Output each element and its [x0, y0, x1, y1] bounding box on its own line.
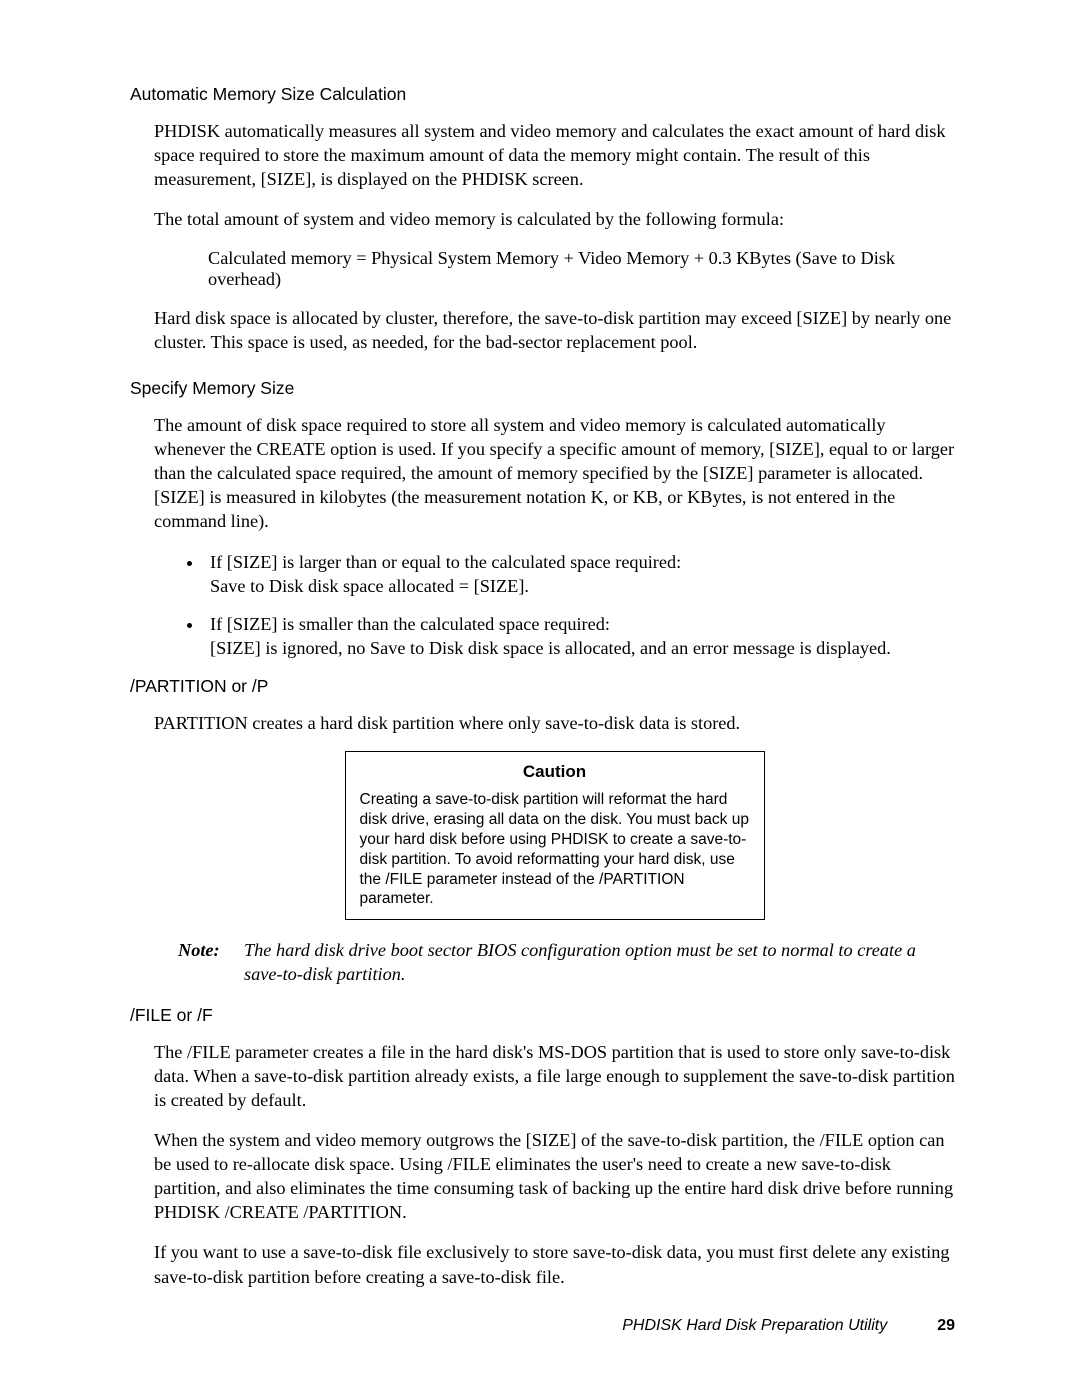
paragraph-text: PARTITION creates a hard disk partition …	[154, 711, 955, 735]
paragraph-text: PHDISK automatically measures all system…	[154, 119, 955, 191]
bullet-list: If [SIZE] is larger than or equal to the…	[154, 550, 955, 661]
note-block: Note: The hard disk drive boot sector BI…	[178, 938, 955, 986]
paragraph-text: When the system and video memory outgrow…	[154, 1128, 955, 1225]
list-item-line: [SIZE] is ignored, no Save to Disk disk …	[210, 638, 891, 658]
footer-title: PHDISK Hard Disk Preparation Utility	[622, 1317, 887, 1335]
section-specify-memory: The amount of disk space required to sto…	[154, 413, 955, 660]
footer-page-number: 29	[937, 1317, 955, 1335]
page-footer: PHDISK Hard Disk Preparation Utility 29	[130, 1317, 955, 1335]
paragraph-text: Hard disk space is allocated by cluster,…	[154, 306, 955, 354]
list-item-line: If [SIZE] is larger than or equal to the…	[210, 552, 681, 572]
list-item: If [SIZE] is smaller than the calculated…	[204, 612, 955, 660]
paragraph-text: The total amount of system and video mem…	[154, 207, 955, 231]
paragraph-text: The amount of disk space required to sto…	[154, 413, 955, 534]
list-item-line: Save to Disk disk space allocated = [SIZ…	[210, 576, 529, 596]
heading-auto-calc: Automatic Memory Size Calculation	[130, 84, 955, 105]
caution-box: Caution Creating a save-to-disk partitio…	[345, 751, 765, 920]
list-item-line: If [SIZE] is smaller than the calculated…	[210, 614, 610, 634]
note-label: Note:	[178, 938, 244, 986]
heading-file: /FILE or /F	[130, 1005, 955, 1026]
caution-body: Creating a save-to-disk partition will r…	[360, 790, 750, 909]
heading-specify-memory: Specify Memory Size	[130, 378, 955, 399]
heading-partition: /PARTITION or /P	[130, 676, 955, 697]
formula-text: Calculated memory = Physical System Memo…	[208, 248, 955, 290]
section-partition: PARTITION creates a hard disk partition …	[154, 711, 955, 986]
paragraph-text: The /FILE parameter creates a file in th…	[154, 1040, 955, 1112]
paragraph-text: If you want to use a save-to-disk file e…	[154, 1240, 955, 1288]
list-item: If [SIZE] is larger than or equal to the…	[204, 550, 955, 598]
note-text: The hard disk drive boot sector BIOS con…	[244, 938, 955, 986]
section-auto-calc: PHDISK automatically measures all system…	[154, 119, 955, 354]
caution-title: Caution	[360, 762, 750, 782]
document-page: Automatic Memory Size Calculation PHDISK…	[0, 0, 1080, 1397]
section-file: The /FILE parameter creates a file in th…	[154, 1040, 955, 1289]
